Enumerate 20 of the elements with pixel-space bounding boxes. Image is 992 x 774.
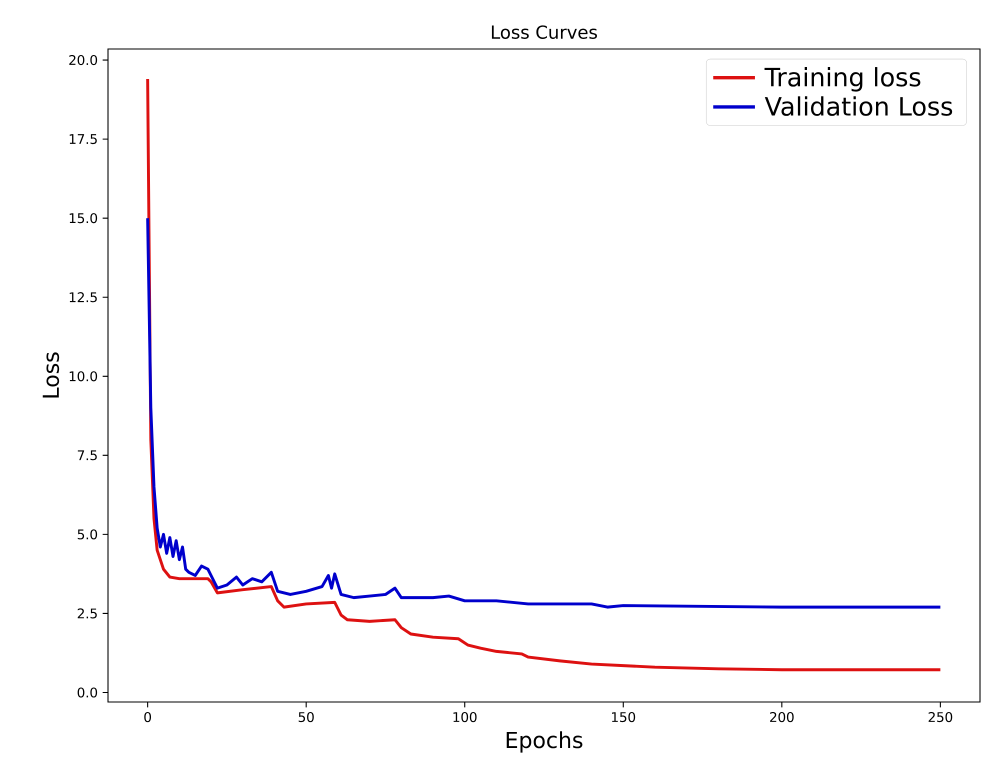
y-tick-label: 15.0 bbox=[70, 213, 98, 224]
y-tick-label: 17.5 bbox=[70, 134, 97, 144]
y-tick-label: 5.0 bbox=[78, 529, 98, 540]
x-tick-label: 0 bbox=[144, 712, 152, 722]
y-tick-label: 10.0 bbox=[70, 371, 98, 382]
y-tick-label: 0.0 bbox=[78, 687, 98, 698]
x-tick-label: 150 bbox=[612, 712, 636, 722]
legend-label: Validation Loss bbox=[764, 96, 952, 116]
legend-label: Training loss bbox=[764, 67, 920, 92]
y-axis-title: Loss bbox=[42, 352, 60, 398]
x-tick-label: 100 bbox=[453, 712, 477, 722]
y-tick-label: 2.5 bbox=[78, 608, 97, 618]
y-tick-label: 12.5 bbox=[70, 292, 97, 302]
x-tick-label: 200 bbox=[770, 712, 794, 722]
chart-title: Loss Curves bbox=[492, 25, 597, 39]
x-tick-label: 50 bbox=[298, 712, 314, 722]
x-tick-label: 250 bbox=[928, 712, 952, 722]
x-axis-title: Epochs bbox=[506, 731, 582, 753]
y-tick-label: 7.5 bbox=[78, 450, 97, 460]
y-tick-label: 20.0 bbox=[69, 54, 98, 66]
